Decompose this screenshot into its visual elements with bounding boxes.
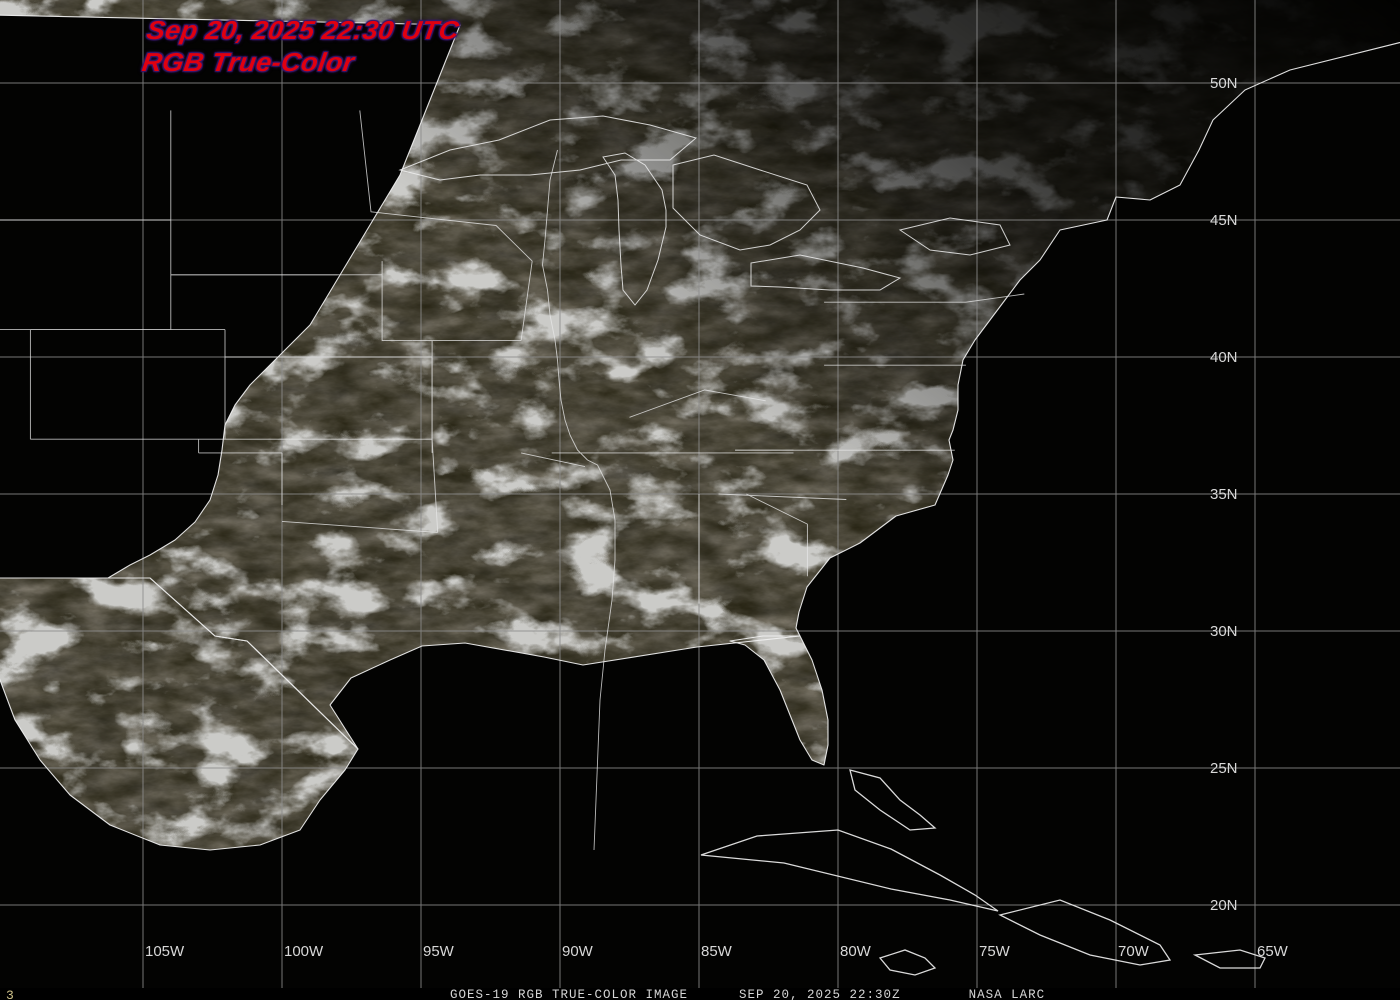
svg-text:75W: 75W <box>979 943 1011 960</box>
svg-text:105W: 105W <box>145 943 185 960</box>
svg-text:80W: 80W <box>840 943 872 960</box>
svg-text:85W: 85W <box>701 943 733 960</box>
svg-text:100W: 100W <box>284 943 324 960</box>
svg-text:35N: 35N <box>1210 486 1238 503</box>
svg-text:20N: 20N <box>1210 897 1238 914</box>
svg-text:50N: 50N <box>1210 75 1238 92</box>
svg-text:25N: 25N <box>1210 760 1238 777</box>
svg-text:90W: 90W <box>562 943 594 960</box>
svg-text:95W: 95W <box>423 943 455 960</box>
svg-text:30N: 30N <box>1210 623 1238 640</box>
svg-text:45N: 45N <box>1210 212 1238 229</box>
svg-text:40N: 40N <box>1210 349 1238 366</box>
svg-text:70W: 70W <box>1118 943 1150 960</box>
